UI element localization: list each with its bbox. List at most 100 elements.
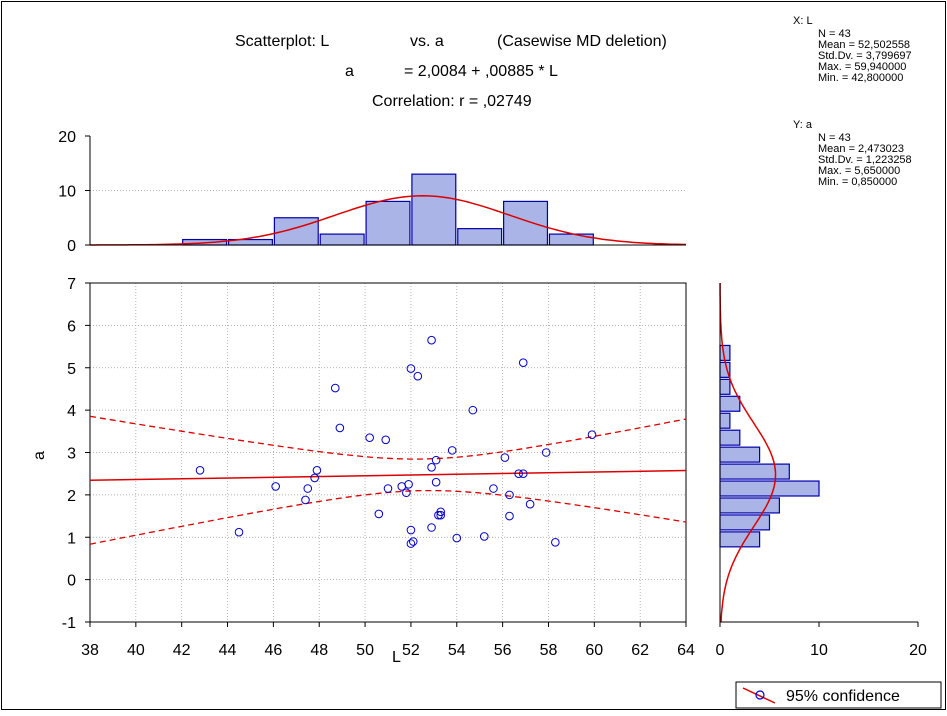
- data-point: [312, 465, 322, 475]
- regression-line: [89, 469, 687, 482]
- histogram-bar: [548, 233, 594, 246]
- data-point: [413, 371, 423, 381]
- y-tick-label: 6: [67, 318, 76, 335]
- data-point: [330, 383, 340, 393]
- histogram-bar: [719, 395, 741, 412]
- normal-curve: [719, 283, 777, 623]
- data-point: [406, 364, 416, 373]
- y-tick-label: 10: [58, 184, 76, 201]
- histogram-bar: [719, 480, 820, 497]
- x-tick-label: 52: [402, 642, 420, 659]
- title-line1-right: (Casewise MD deletion): [497, 33, 667, 50]
- x-tick-label: 50: [356, 642, 374, 659]
- histogram-bar: [719, 378, 731, 395]
- data-point: [303, 484, 313, 493]
- stats-y-block: Y: a N = 43 Mean = 2,473023 Std.Dv. = 1,…: [793, 119, 912, 188]
- x-axis-label: L: [392, 649, 401, 666]
- data-point: [541, 448, 551, 457]
- confidence-band-upper: [89, 415, 687, 460]
- stats-x-line: Max. = 59,940000: [818, 61, 906, 73]
- title-line2-left: a: [345, 63, 354, 80]
- stats-y-line: Mean = 2,473023: [818, 143, 904, 155]
- x-tick-label: 62: [631, 642, 649, 659]
- histogram-bar: [457, 228, 503, 246]
- data-point: [489, 484, 498, 493]
- x-tick-label: 10: [810, 642, 828, 659]
- histogram-bar: [365, 200, 411, 246]
- data-point: [404, 479, 413, 489]
- y-tick-label: 0: [67, 238, 76, 255]
- stats-y-line: Std.Dv. = 1,223258: [818, 154, 912, 166]
- stats-y-line: Min. = 0,850000: [818, 176, 897, 188]
- data-point: [406, 539, 416, 548]
- x-tick-label: 58: [540, 642, 558, 659]
- x-tick-label: 20: [909, 642, 927, 659]
- data-point: [431, 477, 441, 487]
- data-point: [427, 523, 436, 532]
- histogram-bar: [719, 412, 731, 429]
- data-point: [195, 465, 205, 475]
- data-point: [505, 511, 514, 521]
- data-point: [427, 463, 436, 472]
- data-point: [525, 499, 535, 509]
- title-line1-left: Scatterplot: L: [235, 33, 329, 50]
- data-point: [505, 490, 514, 500]
- histogram-bar: [719, 531, 761, 548]
- y-axis-label: a: [31, 451, 48, 460]
- data-point: [406, 525, 416, 535]
- y-tick-label: 2: [67, 488, 76, 505]
- stats-y-header: Y: a: [793, 119, 813, 131]
- data-point: [365, 433, 374, 442]
- x-tick-label: 38: [81, 642, 99, 659]
- data-point: [427, 335, 436, 345]
- y-tick-label: 4: [67, 403, 76, 420]
- data-point: [479, 532, 489, 541]
- data-point: [551, 538, 560, 547]
- y-tick-label: 1: [67, 530, 76, 547]
- data-point: [402, 488, 411, 498]
- normal-curve: [90, 195, 687, 246]
- data-point: [514, 469, 523, 478]
- legend-line-icon: [742, 687, 776, 704]
- title-line3: Correlation: r = ,02749: [372, 93, 532, 110]
- histogram-bar: [719, 497, 781, 514]
- legend: 95% confidence: [735, 681, 942, 709]
- data-point: [374, 509, 384, 519]
- data-point: [335, 423, 345, 433]
- stats-x-header: X: L: [793, 15, 813, 27]
- title-line1-mid: vs. a: [410, 33, 444, 50]
- stats-y-line: N = 43: [818, 132, 851, 144]
- x-tick-label: 48: [310, 642, 328, 659]
- legend-marker-icon: [755, 690, 765, 700]
- x-tick-label: 44: [219, 642, 237, 659]
- top-histogram-L: 0 10 20: [58, 129, 687, 255]
- x-tick-label: 46: [264, 642, 282, 659]
- x-tick-label: 60: [585, 642, 603, 659]
- data-point: [518, 469, 528, 478]
- histogram-bar: [719, 446, 761, 463]
- data-point: [301, 495, 310, 505]
- data-point: [468, 405, 478, 415]
- data-point: [234, 527, 244, 537]
- x-tick-label: 42: [173, 642, 191, 659]
- x-tick-label: 56: [494, 642, 512, 659]
- data-point: [500, 453, 510, 462]
- histogram-bar: [411, 173, 457, 246]
- stats-x-line: Std.Dv. = 3,799697: [818, 50, 912, 62]
- stats-x-line: Min. = 42,800000: [818, 72, 903, 84]
- right-histogram-a: 0 10 20: [716, 283, 927, 659]
- data-point: [408, 537, 418, 546]
- stats-y-line: Max. = 5,650000: [818, 165, 900, 177]
- histogram-bar: [719, 514, 771, 531]
- y-tick-label: 0: [67, 573, 76, 590]
- stats-x-block: X: L N = 43 Mean = 52,502558 Std.Dv. = 3…: [793, 15, 912, 84]
- title-line2-right: = 2,0084 + ,00885 * L: [404, 63, 558, 80]
- data-point: [587, 430, 597, 440]
- y-tick-label: 5: [67, 361, 76, 378]
- y-tick-label: 7: [67, 276, 76, 293]
- data-point: [381, 435, 391, 445]
- data-point: [431, 455, 441, 465]
